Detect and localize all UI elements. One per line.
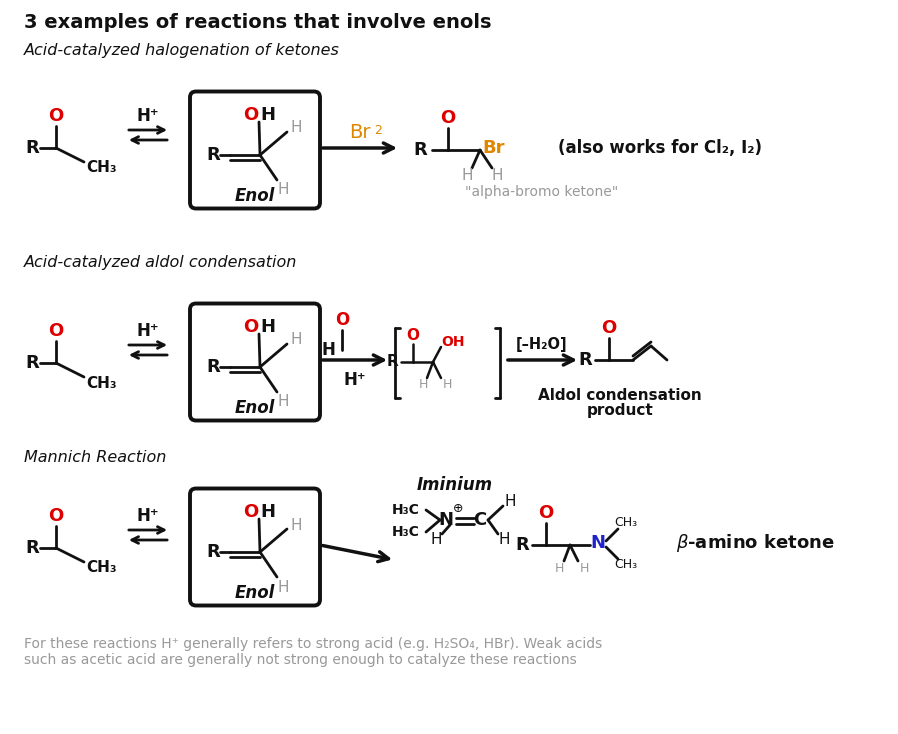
Text: R: R (207, 146, 220, 164)
Text: (also works for Cl₂, I₂): (also works for Cl₂, I₂) (558, 139, 762, 157)
Text: Acid-catalyzed halogenation of ketones: Acid-catalyzed halogenation of ketones (24, 43, 339, 57)
Text: H: H (277, 394, 289, 410)
Text: Enol: Enol (234, 584, 275, 602)
FancyBboxPatch shape (190, 92, 320, 208)
Text: R: R (207, 358, 220, 376)
Text: H⁺: H⁺ (344, 371, 366, 389)
Text: [–H₂O]: [–H₂O] (516, 338, 568, 352)
Text: H: H (579, 562, 589, 575)
Text: N: N (438, 511, 453, 529)
Text: H: H (290, 517, 302, 532)
Text: Aldol condensation: Aldol condensation (538, 388, 702, 402)
Text: such as acetic acid are generally not strong enough to catalyze these reactions: such as acetic acid are generally not st… (24, 653, 577, 667)
Text: H₃C: H₃C (392, 525, 420, 539)
Text: H⁺: H⁺ (136, 322, 159, 340)
Text: R: R (25, 139, 39, 157)
Text: ⊕: ⊕ (453, 501, 463, 515)
Text: Iminium: Iminium (417, 476, 493, 494)
Text: H: H (290, 333, 302, 347)
Text: For these reactions H⁺ generally refers to strong acid (e.g. H₂SO₄, HBr). Weak a: For these reactions H⁺ generally refers … (24, 637, 603, 651)
Text: Acid-catalyzed aldol condensation: Acid-catalyzed aldol condensation (24, 255, 297, 269)
Text: Enol: Enol (234, 187, 275, 205)
Text: product: product (586, 402, 654, 418)
Text: Mannich Reaction: Mannich Reaction (24, 449, 166, 465)
Text: H: H (277, 183, 289, 197)
Text: R: R (207, 543, 220, 561)
Text: O: O (335, 311, 349, 329)
Text: H⁺: H⁺ (136, 107, 159, 125)
Text: Br: Br (349, 123, 371, 142)
Text: H: H (260, 106, 276, 124)
Text: Br: Br (483, 139, 506, 157)
Text: O: O (407, 329, 419, 344)
Text: O: O (539, 504, 554, 522)
Text: O: O (48, 107, 64, 125)
Text: R: R (515, 536, 529, 554)
Text: H: H (498, 531, 510, 547)
Text: $\beta$-amino ketone: $\beta$-amino ketone (675, 532, 834, 554)
FancyBboxPatch shape (190, 303, 320, 421)
Text: 3 examples of reactions that involve enols: 3 examples of reactions that involve eno… (24, 12, 491, 32)
Text: R: R (387, 355, 399, 369)
Text: O: O (243, 106, 259, 124)
Text: R: R (578, 351, 592, 369)
Text: Enol: Enol (234, 399, 275, 417)
Text: CH₃: CH₃ (614, 517, 638, 529)
Text: O: O (243, 318, 259, 336)
Text: O: O (440, 109, 455, 127)
Text: O: O (48, 507, 64, 525)
Text: CH₃: CH₃ (87, 376, 118, 390)
Text: CH₃: CH₃ (87, 561, 118, 575)
Text: H₃C: H₃C (392, 503, 420, 517)
Text: O: O (602, 319, 617, 337)
Text: R: R (25, 354, 39, 372)
Text: H: H (462, 167, 472, 183)
Text: H: H (505, 493, 515, 509)
Text: 2: 2 (374, 123, 382, 137)
Text: H: H (260, 318, 276, 336)
FancyBboxPatch shape (190, 489, 320, 606)
Text: OH: OH (441, 335, 465, 349)
Text: H: H (290, 120, 302, 136)
Text: H: H (430, 532, 442, 548)
Text: H: H (554, 562, 564, 575)
Text: H: H (491, 167, 503, 183)
Text: N: N (591, 534, 605, 552)
Text: R: R (25, 539, 39, 557)
Text: "alpha-bromo ketone": "alpha-bromo ketone" (465, 185, 618, 199)
Text: R: R (413, 141, 427, 159)
Text: CH₃: CH₃ (87, 161, 118, 175)
Text: CH₃: CH₃ (614, 559, 638, 572)
Text: H: H (321, 341, 335, 359)
Text: O: O (48, 322, 64, 340)
Text: H⁺: H⁺ (136, 507, 159, 525)
Text: C: C (473, 511, 487, 529)
Text: H: H (260, 503, 276, 521)
Text: O: O (243, 503, 259, 521)
Text: H: H (443, 379, 452, 391)
Text: H: H (418, 379, 427, 391)
Text: H: H (277, 580, 289, 595)
